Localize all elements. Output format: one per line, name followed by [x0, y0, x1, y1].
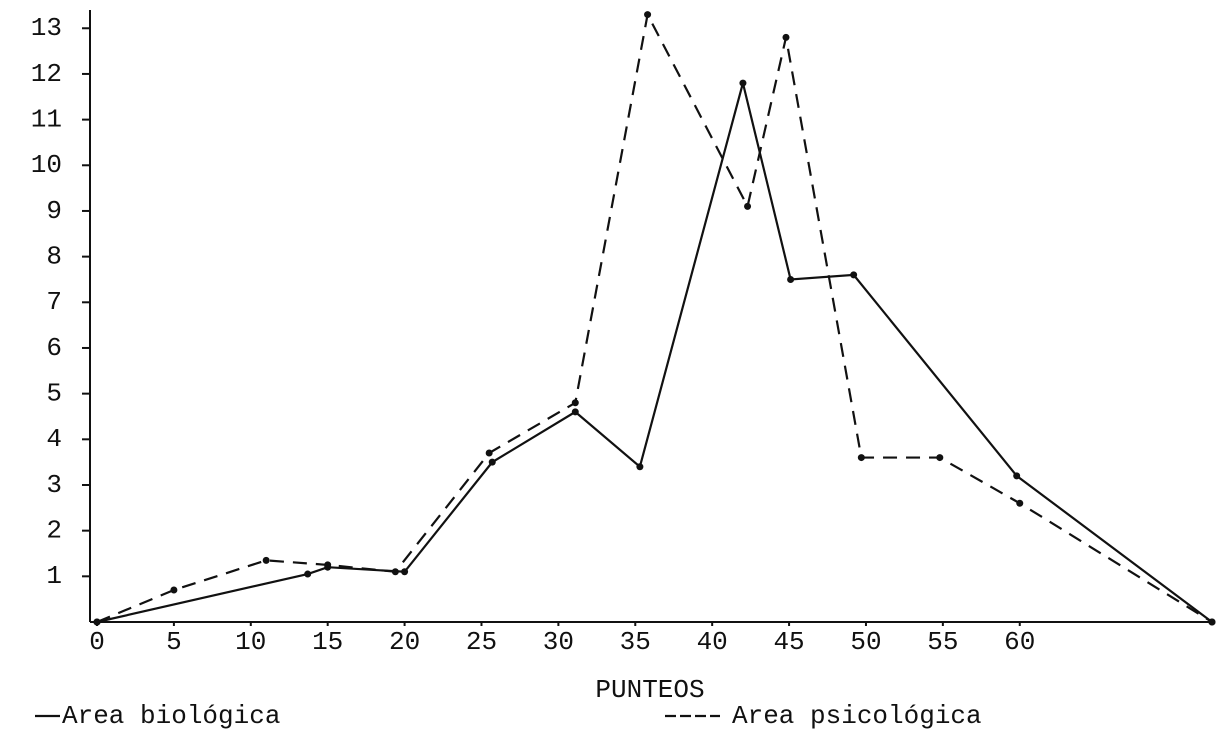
point [787, 275, 795, 283]
point [739, 79, 747, 87]
x-tick-label: 55 [927, 627, 958, 657]
point [571, 399, 579, 407]
point [324, 561, 332, 569]
series-line [96, 11, 1213, 624]
y-tick-label: 5 [46, 379, 62, 409]
y-tick-label: 3 [46, 470, 62, 500]
point [1013, 472, 1021, 480]
x-tick-label: 45 [773, 627, 804, 657]
point [488, 458, 496, 466]
legend-label: Area biológica [62, 701, 280, 731]
point [850, 271, 858, 279]
y-tick-label: 6 [46, 333, 62, 363]
y-tick-label: 7 [46, 287, 62, 317]
point [262, 556, 270, 564]
point [93, 618, 101, 626]
point [485, 449, 493, 457]
point [1208, 618, 1216, 626]
x-tick-label: 40 [697, 627, 728, 657]
x-tick-label: 50 [850, 627, 881, 657]
x-axis-label: PUNTEOS [595, 675, 704, 705]
x-tick-label: 5 [166, 627, 182, 657]
x-tick-label: 25 [466, 627, 497, 657]
y-tick-label: 1 [46, 561, 62, 591]
y-tick-label: 11 [31, 104, 62, 134]
point [391, 568, 399, 576]
point [782, 33, 790, 41]
point [644, 11, 652, 19]
y-tick-label: 12 [31, 59, 62, 89]
x-tick-label: 35 [620, 627, 651, 657]
point [401, 568, 409, 576]
point [170, 586, 178, 594]
y-tick-label: 4 [46, 424, 62, 454]
y-tick-label: 9 [46, 196, 62, 226]
x-tick-label: 30 [543, 627, 574, 657]
x-tick-label: 0 [89, 627, 105, 657]
y-tick-label: 13 [31, 13, 62, 43]
x-tick-label: 20 [389, 627, 420, 657]
y-tick-label: 8 [46, 242, 62, 272]
point [1016, 499, 1024, 507]
point [636, 463, 644, 471]
point [304, 570, 312, 578]
y-tick-label: 10 [31, 150, 62, 180]
point [571, 408, 579, 416]
y-tick-label: 2 [46, 516, 62, 546]
point [744, 202, 752, 210]
point [857, 454, 865, 462]
series-line [96, 82, 1213, 624]
x-tick-label: 15 [312, 627, 343, 657]
x-tick-label: 10 [235, 627, 266, 657]
legend-label: Area psicológica [732, 701, 982, 731]
x-tick-label: 60 [1004, 627, 1035, 657]
point [936, 454, 944, 462]
